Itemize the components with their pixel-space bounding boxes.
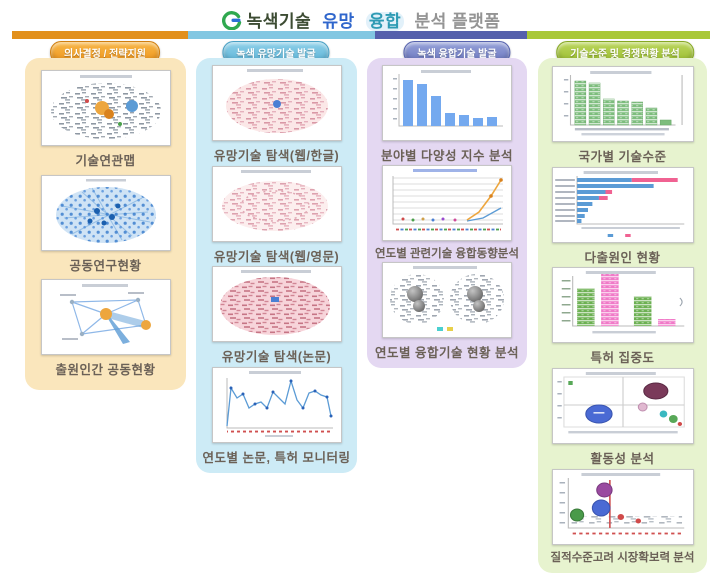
- card-market-power-analysis[interactable]: 질적수준고려 시장확보력 분석: [550, 469, 695, 565]
- applicant-co-network-thumbnail: [40, 279, 171, 356]
- card-technology-relation-map[interactable]: 기술연관맵: [40, 69, 171, 169]
- radial-cloud-korean-thumbnail: [211, 65, 342, 142]
- card-label: 유망기술 탐색(웹/한글): [213, 149, 340, 164]
- title-part-convergence: 융합: [365, 12, 405, 31]
- card-promising-tech-web-korean[interactable]: 유망기술 탐색(웹/한글): [211, 65, 342, 164]
- radial-cloud-english-thumbnail: [211, 165, 342, 242]
- panel-decision-strategy: 기술연관맵 공동연구현황: [25, 58, 186, 390]
- activity-bubble-chart-thumbnail: [551, 368, 694, 445]
- card-activity-analysis[interactable]: 활동성 분석: [551, 368, 694, 467]
- card-yearly-convergence-trend[interactable]: 연도별 관련기술 융합동향분석: [375, 165, 519, 261]
- card-country-tech-level[interactable]: 국가별 기술수준: [551, 65, 694, 165]
- card-label: 활동성 분석: [590, 452, 655, 467]
- title-part-green-tech: 녹색기술: [246, 12, 312, 31]
- keyword-network-map-thumbnail: [40, 69, 171, 146]
- green-tech-logo-icon: [221, 10, 241, 30]
- convergence-trend-line-chart-thumbnail: [382, 165, 512, 241]
- segment-green: [527, 31, 710, 39]
- card-joint-research-status[interactable]: 공동연구현황: [40, 174, 171, 274]
- patent-concentration-bars-thumbnail: [551, 267, 694, 344]
- title-part-analysis-platform: 분석 플랫폼: [414, 12, 501, 31]
- card-label: 특허 집중도: [590, 351, 655, 366]
- dense-collaboration-network-thumbnail: [40, 174, 171, 251]
- market-power-bubble-chart-thumbnail: [551, 469, 694, 546]
- card-applicant-co-status[interactable]: 출원인간 공동현황: [40, 279, 171, 378]
- card-label: 다출원인 현황: [584, 250, 661, 265]
- card-label: 기술연관맵: [75, 153, 136, 168]
- dual-cluster-network-thumbnail: [381, 262, 512, 338]
- radial-cloud-papers-thumbnail: [211, 266, 342, 343]
- yearly-monitoring-line-chart-thumbnail: [211, 366, 342, 443]
- panel-green-convergence-tech: 분야별 다양성 지수 분석: [367, 58, 527, 368]
- card-yearly-paper-patent-monitoring[interactable]: 연도별 논문, 특허 모니터링: [202, 366, 351, 466]
- page-header: 녹색기술 유망 융합 분석 플랫폼: [0, 7, 722, 32]
- card-label: 유망기술 탐색(웹/영문): [213, 249, 340, 264]
- card-label: 출원인간 공동현황: [55, 363, 156, 378]
- title-part-promising: 유망: [322, 12, 355, 31]
- card-promising-tech-web-english[interactable]: 유망기술 탐색(웹/영문): [211, 165, 342, 265]
- card-label: 공동연구현황: [69, 258, 142, 273]
- card-label: 국가별 기술수준: [578, 149, 667, 164]
- country-level-bar-chart-thumbnail: [551, 65, 694, 142]
- segment-orange: [12, 31, 188, 39]
- card-patent-concentration[interactable]: 특허 집중도: [551, 267, 694, 366]
- card-label: 연도별 관련기술 융합동향분석: [375, 248, 519, 260]
- card-promising-tech-papers[interactable]: 유망기술 탐색(논문): [211, 266, 342, 365]
- category-color-bar: [12, 31, 710, 39]
- panel-green-promising-tech: 유망기술 탐색(웹/한글) 유망기술 탐색(웹/영문): [196, 58, 357, 473]
- card-label: 분야별 다양성 지수 분석: [381, 149, 513, 163]
- page-title: 녹색기술 유망 융합 분석 플랫폼: [247, 7, 501, 32]
- card-yearly-convergence-status[interactable]: 연도별 융합기술 현황 분석: [375, 262, 519, 361]
- card-label: 유망기술 탐색(논문): [221, 350, 332, 365]
- card-label: 연도별 융합기술 현황 분석: [375, 346, 519, 360]
- card-label: 질적수준고려 시장확보력 분석: [550, 552, 695, 565]
- card-top-applicants-status[interactable]: 다출원인 현황: [551, 166, 694, 266]
- card-label: 연도별 논문, 특허 모니터링: [202, 450, 351, 465]
- card-diversity-index-analysis[interactable]: 분야별 다양성 지수 분석: [381, 65, 513, 164]
- top-applicants-hbar-chart-thumbnail: [551, 166, 694, 243]
- panel-tech-level-competition: 국가별 기술수준: [538, 58, 707, 573]
- segment-indigo: [375, 31, 527, 39]
- diversity-index-bar-chart-thumbnail: [381, 65, 512, 141]
- segment-cyan: [188, 31, 375, 39]
